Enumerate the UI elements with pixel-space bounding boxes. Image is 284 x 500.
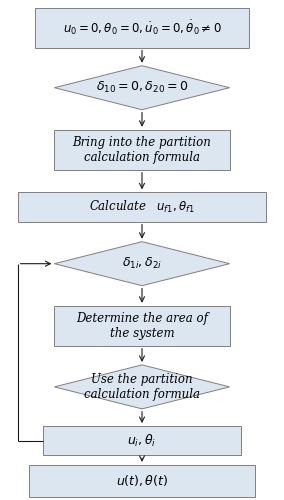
FancyBboxPatch shape [55, 306, 229, 346]
Text: Calculate   $u_{f1},\theta_{f1}$: Calculate $u_{f1},\theta_{f1}$ [89, 199, 195, 215]
Text: $u_i,\theta_i$: $u_i,\theta_i$ [128, 432, 156, 448]
Text: $\delta_{10}=0,\delta_{20}=0$: $\delta_{10}=0,\delta_{20}=0$ [96, 80, 188, 96]
Text: $\delta_{1i},\delta_{2i}$: $\delta_{1i},\delta_{2i}$ [122, 256, 162, 271]
Text: Bring into the partition
calculation formula: Bring into the partition calculation for… [73, 136, 211, 164]
Text: Use the partition
calculation formula: Use the partition calculation formula [84, 373, 200, 401]
Polygon shape [55, 66, 229, 110]
Text: Determine the area of
the system: Determine the area of the system [76, 312, 208, 340]
FancyBboxPatch shape [18, 192, 266, 222]
FancyBboxPatch shape [35, 8, 249, 48]
FancyBboxPatch shape [55, 130, 229, 170]
Text: $u(t),\theta(t)$: $u(t),\theta(t)$ [116, 473, 168, 488]
Polygon shape [55, 242, 229, 286]
Polygon shape [55, 365, 229, 409]
Text: $u_0=0,\theta_0=0,\dot{u}_0=0,\dot{\theta}_0\neq0$: $u_0=0,\theta_0=0,\dot{u}_0=0,\dot{\thet… [63, 18, 221, 37]
FancyBboxPatch shape [43, 426, 241, 456]
FancyBboxPatch shape [29, 465, 255, 496]
